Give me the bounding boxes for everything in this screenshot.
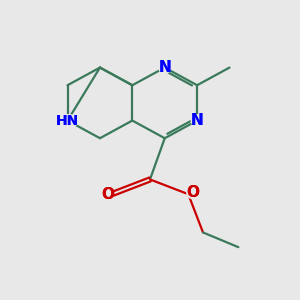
Ellipse shape bbox=[55, 115, 80, 126]
Text: O: O bbox=[101, 187, 114, 202]
Text: N: N bbox=[158, 60, 171, 75]
Ellipse shape bbox=[159, 62, 171, 74]
Text: O: O bbox=[186, 185, 199, 200]
Text: O: O bbox=[186, 185, 199, 200]
Text: N: N bbox=[158, 60, 171, 75]
Text: HN: HN bbox=[56, 114, 79, 128]
Text: HN: HN bbox=[56, 114, 79, 128]
Ellipse shape bbox=[187, 187, 199, 199]
Ellipse shape bbox=[101, 188, 113, 200]
Ellipse shape bbox=[191, 115, 203, 126]
Text: O: O bbox=[101, 187, 114, 202]
Text: N: N bbox=[191, 113, 203, 128]
Text: N: N bbox=[191, 113, 203, 128]
